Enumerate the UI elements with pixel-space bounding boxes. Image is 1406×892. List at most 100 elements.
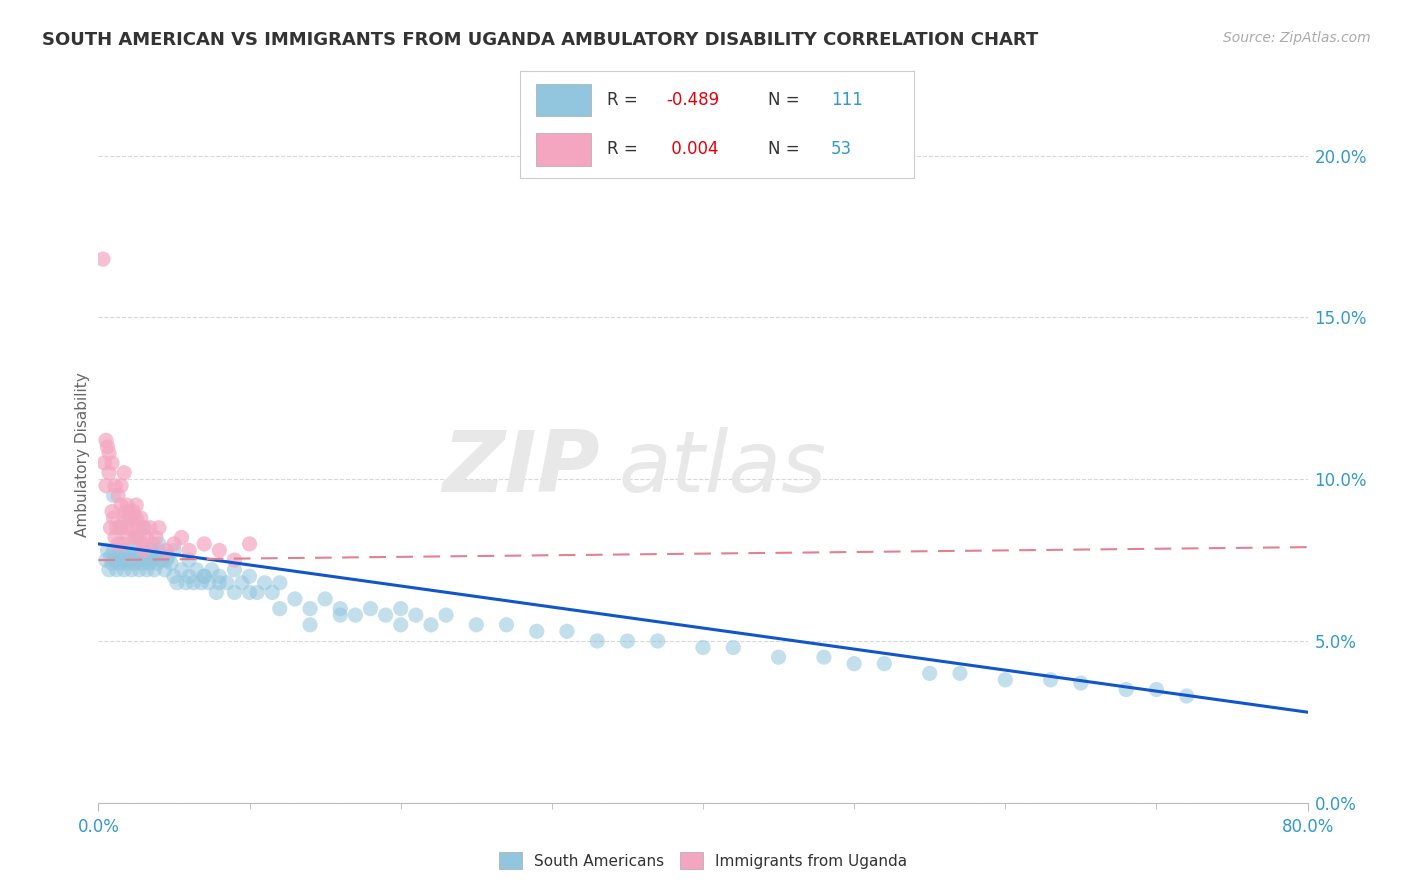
Point xyxy=(110,543,132,558)
Point xyxy=(111,537,134,551)
Point xyxy=(465,617,488,632)
Point xyxy=(103,488,125,502)
Point xyxy=(104,553,127,567)
Point xyxy=(103,511,125,525)
Point xyxy=(269,601,291,615)
Point xyxy=(555,624,578,639)
Point xyxy=(163,543,186,558)
Point xyxy=(111,553,134,567)
Point xyxy=(146,557,169,571)
Text: Source: ZipAtlas.com: Source: ZipAtlas.com xyxy=(1223,31,1371,45)
Text: N =: N = xyxy=(768,141,806,159)
Point xyxy=(107,549,129,564)
Point xyxy=(239,585,262,599)
Point xyxy=(148,537,170,551)
Text: 111: 111 xyxy=(831,91,863,109)
Point xyxy=(145,549,167,564)
Point xyxy=(1146,682,1168,697)
Point xyxy=(96,440,118,454)
Point xyxy=(183,575,205,590)
Point xyxy=(132,521,155,535)
Point xyxy=(108,521,131,535)
Point xyxy=(125,498,148,512)
Point xyxy=(101,456,124,470)
Point xyxy=(434,608,457,623)
Point xyxy=(844,657,866,671)
Point xyxy=(118,543,141,558)
Point xyxy=(224,585,246,599)
Point xyxy=(344,608,367,623)
Point xyxy=(153,563,176,577)
Point xyxy=(1115,682,1137,697)
Point xyxy=(495,617,517,632)
Point xyxy=(118,511,141,525)
Point xyxy=(768,650,790,665)
Point xyxy=(201,563,224,577)
Point xyxy=(129,549,152,564)
Point xyxy=(121,521,143,535)
Point xyxy=(389,601,412,615)
Point xyxy=(329,601,352,615)
Point xyxy=(155,543,177,558)
Point xyxy=(128,563,150,577)
Point xyxy=(120,504,142,518)
Point xyxy=(122,511,145,525)
Point xyxy=(101,504,124,518)
Point xyxy=(108,557,131,571)
Point xyxy=(134,553,156,567)
Point xyxy=(105,563,128,577)
Point xyxy=(141,543,163,558)
Point xyxy=(104,531,127,545)
Point xyxy=(127,521,149,535)
Point xyxy=(145,531,167,545)
Text: SOUTH AMERICAN VS IMMIGRANTS FROM UGANDA AMBULATORY DISABILITY CORRELATION CHART: SOUTH AMERICAN VS IMMIGRANTS FROM UGANDA… xyxy=(42,31,1039,49)
Point xyxy=(179,569,201,583)
Point xyxy=(139,521,162,535)
Text: -0.489: -0.489 xyxy=(666,91,718,109)
Point xyxy=(131,557,153,571)
Point xyxy=(723,640,745,655)
Point xyxy=(128,531,150,545)
Point xyxy=(174,575,197,590)
Point xyxy=(190,575,212,590)
Point xyxy=(148,543,170,558)
Point xyxy=(1070,676,1092,690)
Point xyxy=(163,537,186,551)
Point xyxy=(122,549,145,564)
Point xyxy=(94,553,117,567)
Point xyxy=(186,563,208,577)
Point xyxy=(105,521,128,535)
Point xyxy=(299,601,322,615)
Point xyxy=(118,531,141,545)
Point xyxy=(121,563,143,577)
Point xyxy=(132,543,155,558)
Point xyxy=(208,575,231,590)
Point xyxy=(586,634,609,648)
Point xyxy=(98,446,121,460)
Point xyxy=(124,531,146,545)
Point xyxy=(813,650,835,665)
Point xyxy=(179,553,201,567)
Point xyxy=(136,549,159,564)
Legend: South Americans, Immigrants from Uganda: South Americans, Immigrants from Uganda xyxy=(494,846,912,875)
Point xyxy=(170,563,193,577)
Point xyxy=(115,557,138,571)
Point xyxy=(91,252,114,267)
Point xyxy=(110,498,132,512)
Point xyxy=(314,591,336,606)
Text: ZIP: ZIP xyxy=(443,427,600,510)
Point xyxy=(405,608,427,623)
Point xyxy=(208,543,231,558)
Point xyxy=(104,478,127,492)
Point xyxy=(329,608,352,623)
Point xyxy=(246,585,269,599)
Point xyxy=(114,549,136,564)
Point xyxy=(205,585,228,599)
Point xyxy=(115,498,138,512)
Point xyxy=(215,575,238,590)
Point xyxy=(98,563,121,577)
Point xyxy=(360,601,382,615)
Point xyxy=(120,553,142,567)
Point xyxy=(526,624,548,639)
Point xyxy=(125,531,148,545)
